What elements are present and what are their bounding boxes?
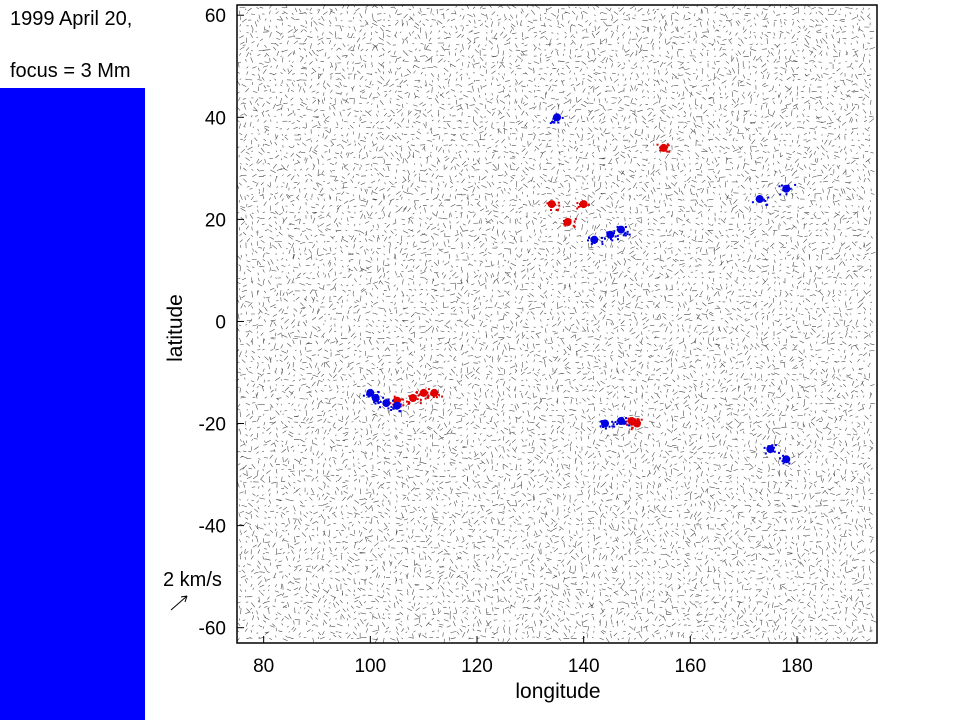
- velocity-vectors: [236, 4, 877, 644]
- field-spot-1-6: [616, 225, 631, 237]
- field-spot-1-7: [599, 419, 615, 430]
- y-tick-label: -20: [199, 415, 226, 436]
- x-tick-label: 100: [354, 656, 386, 677]
- field-spot-0-6: [630, 418, 643, 431]
- field-spot-1-12: [779, 454, 791, 465]
- x-tick-label: 140: [568, 656, 600, 677]
- field-spot-1-13: [549, 113, 564, 125]
- field-spot-1-10: [778, 183, 797, 196]
- plot-frame: [236, 4, 878, 644]
- magnetic-field-spots: [362, 113, 797, 465]
- x-tick-label: 180: [781, 656, 813, 677]
- scale-arrow-icon: [170, 595, 188, 611]
- blue-side-panel: [0, 88, 145, 720]
- x-axis-ticks: 80 100 120 140 160 180: [253, 636, 813, 677]
- y-tick-label: -40: [199, 517, 226, 538]
- field-spot-0-4: [563, 217, 577, 228]
- field-spot-1-2: [390, 401, 402, 413]
- field-spot-0-9: [576, 200, 590, 210]
- caption-date: 1999 April 20,: [10, 8, 133, 30]
- x-axis-label: longitude: [515, 680, 600, 703]
- x-tick-label: 120: [461, 656, 493, 677]
- y-axis-label: latitude: [164, 294, 187, 362]
- x-tick-label: 80: [253, 656, 274, 677]
- field-spot-1-8: [613, 416, 631, 428]
- field-spot-0-8: [546, 200, 561, 211]
- caption-focus: focus = 3 Mm: [10, 60, 131, 82]
- field-spot-0-2: [406, 393, 422, 405]
- y-tick-label: -60: [199, 619, 226, 640]
- field-spot-1-11: [763, 444, 780, 455]
- field-spot-1-1: [379, 398, 395, 410]
- scale-vector-label: 2 km/s: [163, 569, 222, 591]
- y-axis-ticks: 60 40 20 0 -20 -40 -60: [199, 6, 244, 640]
- field-spot-1-3: [362, 388, 380, 398]
- field-spot-1-9: [751, 195, 770, 206]
- y-tick-label: 60: [205, 6, 226, 27]
- field-spot-0-7: [656, 143, 671, 153]
- x-tick-label: 160: [674, 656, 706, 677]
- y-tick-label: 40: [205, 108, 226, 129]
- field-spot-1-5: [604, 230, 619, 242]
- field-spot-1-4: [587, 235, 604, 246]
- y-tick-label: 0: [215, 312, 226, 333]
- y-tick-label: 20: [205, 210, 226, 231]
- vector-field: [236, 4, 877, 644]
- field-spot-0-1: [426, 388, 444, 399]
